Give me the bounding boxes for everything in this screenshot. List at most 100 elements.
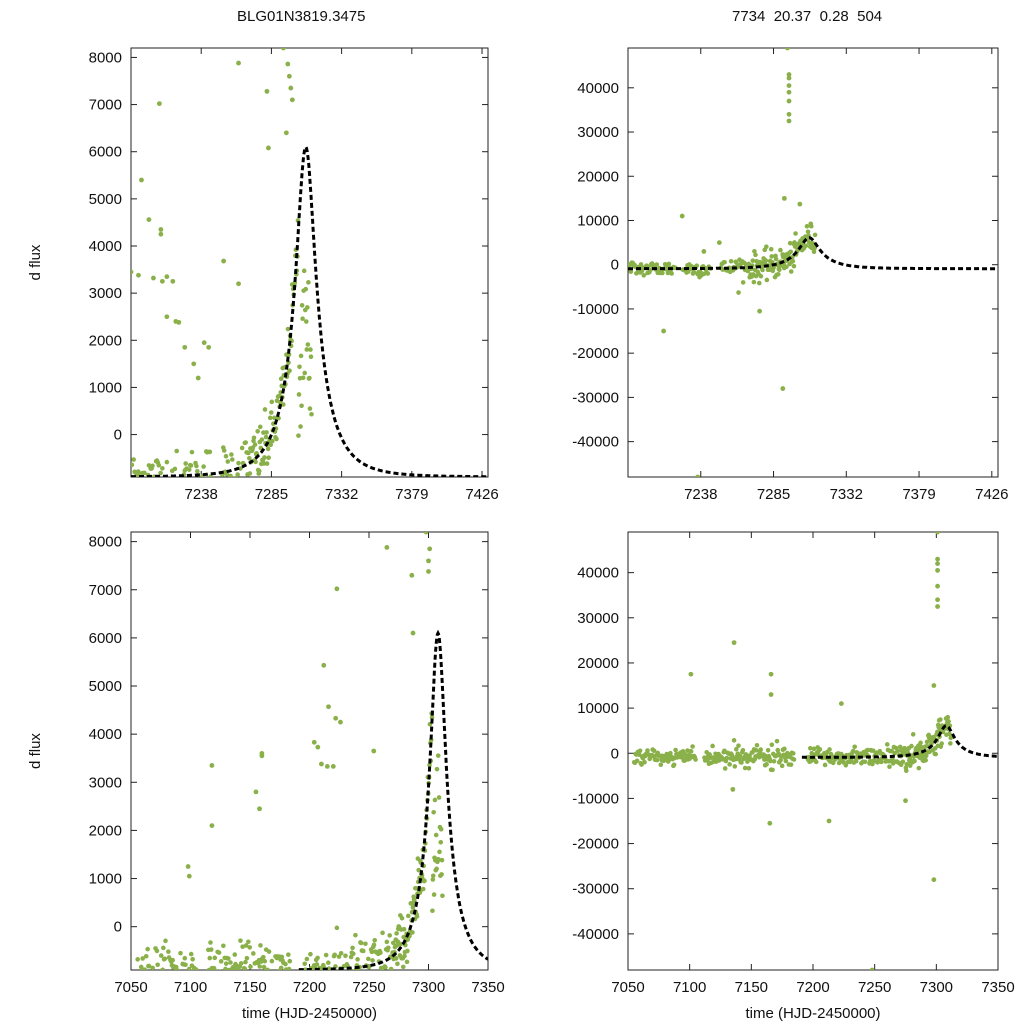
- data-point: [371, 942, 377, 948]
- data-point: [308, 354, 314, 360]
- data-point: [267, 992, 272, 997]
- data-point: [398, 941, 404, 947]
- data-point: [182, 955, 188, 961]
- data-point: [191, 478, 196, 483]
- data-point: [746, 261, 752, 267]
- outlier-point: [324, 764, 330, 769]
- data-point: [698, 269, 703, 275]
- data-point: [790, 751, 796, 756]
- data-point: [157, 478, 162, 483]
- data-point: [274, 971, 279, 976]
- data-point: [803, 243, 809, 249]
- data-point: [329, 979, 334, 984]
- data-point: [311, 969, 313, 970]
- y-tick-label: 40000: [577, 565, 619, 582]
- data-point: [262, 455, 267, 460]
- data-point: [266, 455, 271, 461]
- model-curve: [298, 629, 488, 970]
- outlier-point: [768, 671, 774, 677]
- data-point: [131, 462, 135, 468]
- outlier-point: [785, 48, 790, 51]
- outlier-point: [131, 269, 134, 275]
- y-tick-label: 20000: [577, 168, 619, 185]
- data-point: [302, 961, 308, 967]
- data-point: [163, 938, 168, 944]
- data-point: [852, 744, 857, 750]
- y-tick-label: -20000: [572, 836, 619, 853]
- x-tick-label: 7150: [233, 979, 266, 996]
- data-point: [262, 958, 268, 964]
- data-point: [788, 249, 794, 255]
- data-point: [149, 974, 154, 979]
- outlier-point: [781, 195, 787, 201]
- data-point: [791, 757, 797, 762]
- y-tick-label: 5000: [89, 678, 122, 695]
- outlier-point: [931, 683, 937, 688]
- data-point: [790, 258, 796, 264]
- panel-bottom-left: 7050 7100 7150 7200 7250 7300 7350 0 1000 2000 300…: [27, 531, 505, 1022]
- data-point: [258, 943, 263, 948]
- data-point: [247, 945, 253, 950]
- data-point: [817, 747, 823, 752]
- data-point: [282, 975, 287, 980]
- data-point: [218, 982, 223, 987]
- data-point: [779, 763, 785, 769]
- data-point: [162, 506, 167, 511]
- data-point: [148, 980, 153, 985]
- data-point: [939, 741, 944, 746]
- outlier-point: [423, 532, 429, 535]
- outlier-point: [326, 704, 331, 710]
- data-point: [162, 956, 168, 962]
- data-point: [328, 979, 333, 984]
- data-point: [226, 956, 231, 961]
- data-point: [811, 746, 817, 752]
- data-point: [764, 762, 769, 767]
- x-tick-label: 7050: [114, 979, 147, 996]
- data-point: [336, 973, 341, 978]
- data-point: [167, 497, 172, 502]
- y-tick-label: 3000: [89, 774, 122, 791]
- data-point: [201, 464, 206, 469]
- data-point: [194, 463, 199, 469]
- data-point: [933, 751, 938, 757]
- data-point: [170, 957, 175, 963]
- x-tick-label: 7332: [325, 486, 358, 503]
- data-point: [149, 476, 151, 477]
- data-point: [130, 479, 135, 484]
- data-point: [231, 498, 236, 503]
- data-point: [647, 267, 653, 273]
- y-tick-label: 8000: [89, 49, 122, 66]
- outlier-point: [935, 561, 940, 567]
- outlier-point: [935, 604, 940, 609]
- x-tick-label: 7250: [858, 979, 891, 996]
- outlier-point: [311, 739, 317, 745]
- data-point: [793, 231, 798, 236]
- x-tick-label: 7332: [830, 486, 863, 503]
- data-point: [343, 953, 348, 959]
- data-point: [214, 969, 219, 970]
- data-point: [177, 973, 182, 978]
- outlier-point: [935, 532, 940, 535]
- data-point: [272, 986, 277, 991]
- data-point: [436, 795, 442, 800]
- data-point: [430, 877, 436, 882]
- plot-frame: [130, 531, 489, 971]
- y-tick-label: 5000: [89, 191, 122, 208]
- data-point: [221, 943, 226, 949]
- data-point: [399, 915, 405, 921]
- data-point: [304, 956, 310, 962]
- data-point: [775, 271, 781, 277]
- data-point: [142, 470, 147, 476]
- outlier-point: [786, 72, 792, 77]
- data-point: [223, 966, 228, 970]
- outlier-point: [935, 567, 940, 573]
- outlier-point: [136, 272, 141, 278]
- data-point: [238, 961, 244, 966]
- data-point: [298, 424, 303, 429]
- data-point: [420, 886, 426, 892]
- data-point: [239, 445, 245, 451]
- data-point: [778, 757, 783, 763]
- outlier-point: [688, 671, 694, 677]
- y-tick-label: 6000: [89, 144, 122, 161]
